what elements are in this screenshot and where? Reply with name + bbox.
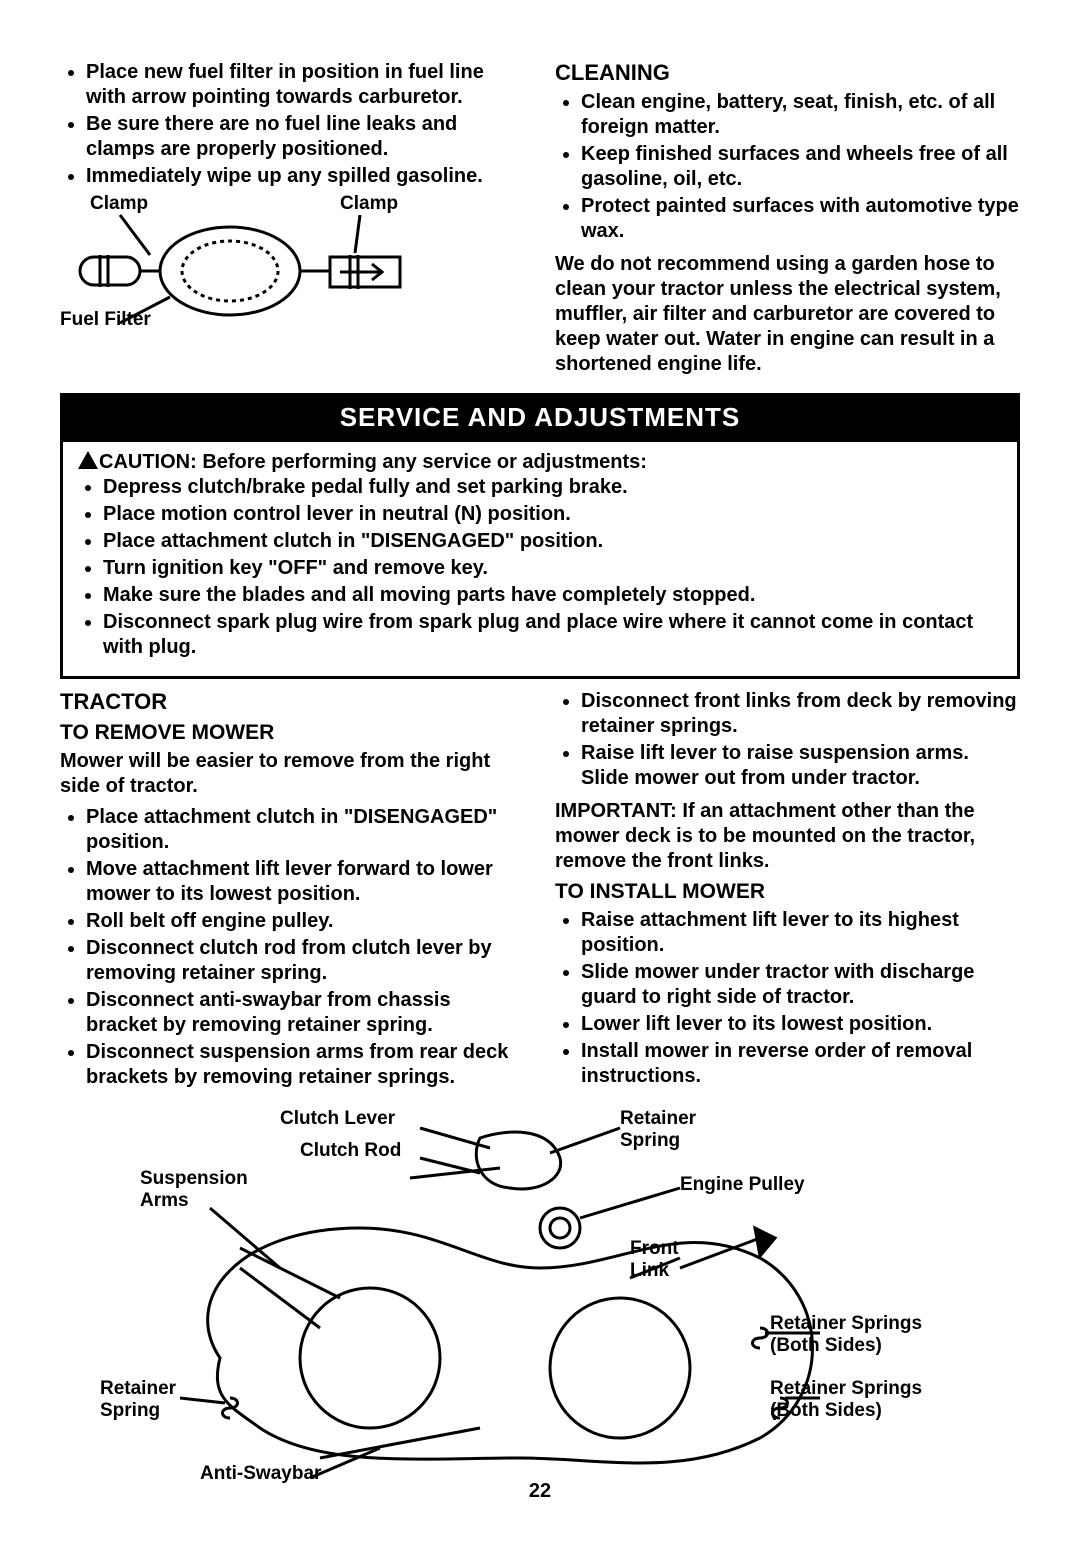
list-item: Disconnect spark plug wire from spark pl… <box>103 610 1003 660</box>
label-retainer-spring-bl: Retainer Spring <box>100 1378 176 1422</box>
caution-lead-text: Before performing any service or adjustm… <box>197 451 647 473</box>
fuel-filter-figure: Clamp Clamp Fuel Filter <box>60 197 525 337</box>
install-mower-list: Raise attachment lift lever to its highe… <box>555 908 1020 1089</box>
top-left-column: Place new fuel filter in position in fue… <box>60 60 525 383</box>
tractor-left-column: TRACTOR TO REMOVE MOWER Mower will be ea… <box>60 689 525 1098</box>
cleaning-list: Clean engine, battery, seat, finish, etc… <box>555 90 1020 244</box>
warning-icon <box>77 450 99 470</box>
tractor-heading: TRACTOR <box>60 689 525 715</box>
caution-list: Depress clutch/brake pedal fully and set… <box>77 475 1003 660</box>
tractor-section: TRACTOR TO REMOVE MOWER Mower will be ea… <box>60 689 1020 1098</box>
mower-deck-figure: Clutch Lever Clutch Rod Suspension Arms … <box>60 1098 1020 1498</box>
label-clamp-left: Clamp <box>90 193 148 215</box>
install-mower-heading: TO INSTALL MOWER <box>555 880 1020 904</box>
caution-lead: CAUTION: Before performing any service o… <box>77 450 1003 475</box>
label-retainer-springs-right-2: Retainer Springs (Both Sides) <box>770 1378 922 1422</box>
list-item: Move attachment lift lever forward to lo… <box>86 857 525 907</box>
list-item: Disconnect front links from deck by remo… <box>581 689 1020 739</box>
list-item: Depress clutch/brake pedal fully and set… <box>103 475 1003 500</box>
label-fuel-filter: Fuel Filter <box>60 309 151 331</box>
remove-mower-list: Place attachment clutch in "DISENGAGED" … <box>60 805 525 1090</box>
important-paragraph: IMPORTANT: If an attachment other than t… <box>555 799 1020 874</box>
label-clamp-right: Clamp <box>340 193 398 215</box>
list-item: Disconnect clutch rod from clutch lever … <box>86 936 525 986</box>
label-clutch-rod: Clutch Rod <box>300 1140 401 1162</box>
list-item: Roll belt off engine pulley. <box>86 909 525 934</box>
fuel-filter-steps: Place new fuel filter in position in fue… <box>60 60 525 189</box>
remove-mower-list-cont: Disconnect front links from deck by remo… <box>555 689 1020 791</box>
list-item: Raise lift lever to raise suspension arm… <box>581 741 1020 791</box>
label-anti-swaybar: Anti-Swaybar <box>200 1463 321 1485</box>
label-retainer-springs-right-1: Retainer Springs (Both Sides) <box>770 1313 922 1357</box>
list-item: Clean engine, battery, seat, finish, etc… <box>581 90 1020 140</box>
tractor-right-column: Disconnect front links from deck by remo… <box>555 689 1020 1098</box>
remove-mower-heading: TO REMOVE MOWER <box>60 721 525 745</box>
list-item: Place new fuel filter in position in fue… <box>86 60 525 110</box>
label-clutch-lever: Clutch Lever <box>280 1108 395 1130</box>
list-item: Disconnect suspension arms from rear dec… <box>86 1040 525 1090</box>
cleaning-heading: CLEANING <box>555 60 1020 86</box>
label-engine-pulley: Engine Pulley <box>680 1174 805 1196</box>
list-item: Slide mower under tractor with discharge… <box>581 960 1020 1010</box>
caution-title: CAUTION: <box>99 451 197 473</box>
important-label: IMPORTANT: <box>555 800 677 822</box>
caution-box: CAUTION: Before performing any service o… <box>60 442 1020 679</box>
list-item: Make sure the blades and all moving part… <box>103 583 1003 608</box>
list-item: Place motion control lever in neutral (N… <box>103 502 1003 527</box>
label-suspension-arms: Suspension Arms <box>140 1168 248 1212</box>
list-item: Lower lift lever to its lowest position. <box>581 1012 1020 1037</box>
top-right-column: CLEANING Clean engine, battery, seat, fi… <box>555 60 1020 383</box>
list-item: Keep finished surfaces and wheels free o… <box>581 142 1020 192</box>
list-item: Raise attachment lift lever to its highe… <box>581 908 1020 958</box>
service-adjustments-bar: SERVICE AND ADJUSTMENTS <box>60 393 1020 442</box>
list-item: Place attachment clutch in "DISENGAGED" … <box>86 805 525 855</box>
manual-page: Place new fuel filter in position in fue… <box>0 0 1080 1543</box>
label-front-link: Front Link <box>630 1238 679 1282</box>
top-section: Place new fuel filter in position in fue… <box>60 60 1020 383</box>
list-item: Be sure there are no fuel line leaks and… <box>86 112 525 162</box>
remove-mower-intro: Mower will be easier to remove from the … <box>60 749 525 799</box>
list-item: Immediately wipe up any spilled gasoline… <box>86 164 525 189</box>
list-item: Turn ignition key "OFF" and remove key. <box>103 556 1003 581</box>
list-item: Place attachment clutch in "DISENGAGED" … <box>103 529 1003 554</box>
list-item: Install mower in reverse order of remova… <box>581 1039 1020 1089</box>
mower-deck-svg <box>60 1098 1020 1498</box>
cleaning-paragraph: We do not recommend using a garden hose … <box>555 252 1020 377</box>
label-retainer-spring-top: Retainer Spring <box>620 1108 696 1152</box>
list-item: Disconnect anti-swaybar from chassis bra… <box>86 988 525 1038</box>
list-item: Protect painted surfaces with automotive… <box>581 194 1020 244</box>
